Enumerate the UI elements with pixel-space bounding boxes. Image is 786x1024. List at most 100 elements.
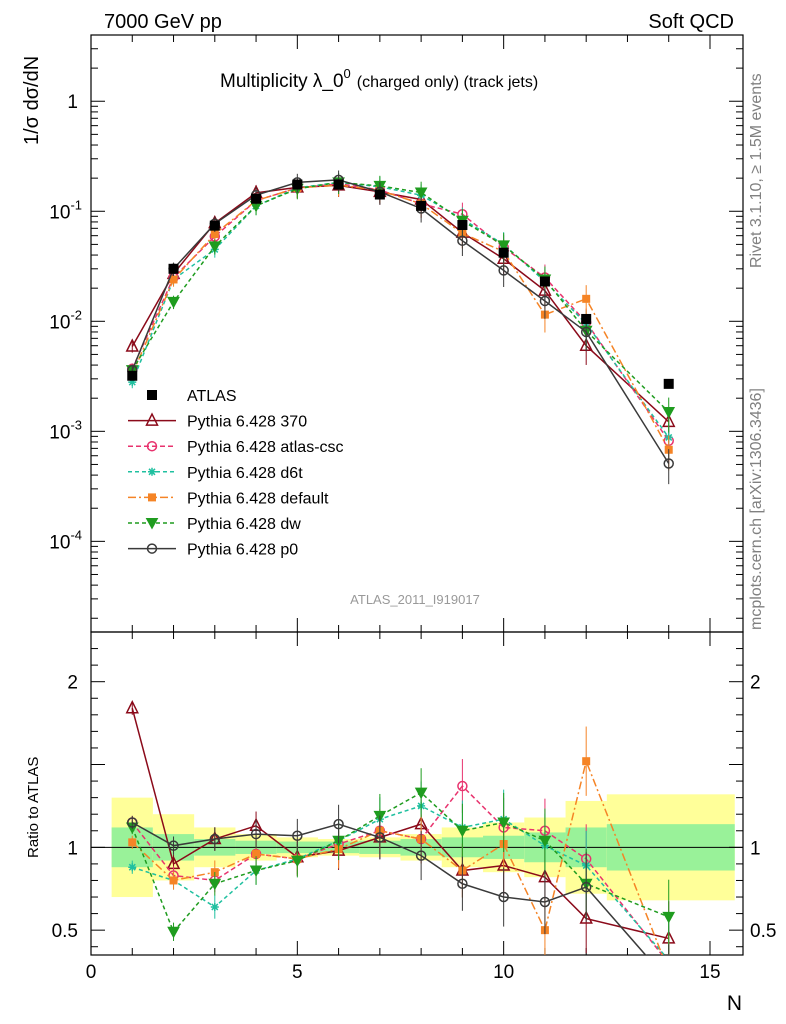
series-ratio-point [209, 833, 221, 845]
legend-label: Pythia 6.428 atlas-csc [187, 439, 344, 456]
legend-marker [146, 543, 158, 554]
series-point [128, 378, 137, 387]
x-tick-label: 0 [86, 962, 97, 983]
legend-marker [148, 493, 156, 502]
series-ratio-point [580, 881, 592, 893]
atlas-data-point [498, 247, 509, 258]
series-ratio-point [456, 825, 469, 838]
series-5-ratio [127, 804, 670, 955]
legend-marker [147, 390, 157, 400]
series-ratio-point [168, 840, 179, 851]
legend-entry: ATLAS [147, 388, 237, 405]
series-ratio-point [333, 818, 344, 830]
y-tick-label: 1 [67, 92, 78, 113]
series-ratio-point [497, 817, 511, 830]
atlas-data-point [127, 370, 138, 381]
series-ratio-point [665, 968, 673, 976]
atlas-data-point [457, 220, 468, 231]
series-ratio-point [457, 878, 468, 890]
chart-title: Multiplicity λ_00(charged only) (track j… [220, 66, 538, 92]
legend-entry: Pythia 6.428 d6t [128, 465, 303, 482]
y-tick-label: 10-4 [49, 527, 82, 553]
series-point [125, 338, 139, 352]
series-point [580, 326, 592, 338]
analysis-label: ATLAS_2011_I919017 [350, 592, 480, 607]
atlas-data-point [663, 378, 674, 389]
legend-marker [146, 440, 158, 452]
legend-entry: Pythia 6.428 atlas-csc [128, 439, 344, 456]
x-tick-label: 10 [493, 962, 514, 983]
atlas-data-point [416, 200, 427, 211]
legend-label: Pythia 6.428 p0 [187, 542, 298, 559]
atlas-data-point [209, 220, 220, 231]
ratio-panel-frame [90, 631, 744, 956]
atlas-data-point [374, 189, 385, 200]
legend-label: Pythia 6.428 370 [187, 414, 307, 431]
y-axis-label: 1/σ dσ/dN [21, 56, 43, 145]
atlas-data-point [251, 193, 262, 204]
legend: ATLAS Pythia 6.428 370 Pythia 6.428 atlas-… [128, 388, 344, 559]
series-ratio-point [579, 910, 593, 924]
header-right: Soft QCD [648, 11, 734, 33]
series-ratio-point [127, 817, 138, 828]
legend-label: Pythia 6.428 dw [187, 516, 301, 533]
series-point [539, 295, 551, 307]
series-point [582, 294, 591, 303]
series-ratio-point [250, 828, 262, 840]
mcplots-label: mcplots.cern.ch [arXiv:1306.3436] [748, 388, 765, 630]
series-ratio-point [415, 850, 427, 861]
series-ratio-point [664, 959, 673, 968]
series-ratio-point [539, 896, 551, 908]
series-ratio-point [582, 757, 591, 766]
x-axis-label: N [727, 992, 742, 1015]
legend-marker [145, 518, 159, 530]
header-left: 7000 GeV pp [104, 11, 222, 33]
series-ratio-point [167, 926, 180, 939]
series-ratio-point [208, 878, 222, 891]
legend-marker [148, 467, 156, 476]
legend-entry: Pythia 6.428 370 [128, 412, 307, 431]
legend-label: Pythia 6.428 default [187, 490, 329, 507]
series-point [497, 240, 511, 252]
atlas-data [127, 179, 674, 389]
series-ratio-point [252, 849, 261, 858]
series-ratio-point [169, 876, 178, 885]
series-point [414, 187, 428, 200]
legend-entry: Pythia 6.428 p0 [128, 542, 298, 559]
series-layer [125, 170, 676, 976]
series-ratio-point [249, 865, 263, 878]
legend-marker [145, 412, 159, 426]
ratio-y-tick-label: 1 [67, 838, 78, 859]
series-ratio-point [665, 956, 673, 964]
series-ratio-point [210, 902, 219, 911]
ratio-y-tick-label: 2 [67, 673, 78, 694]
ratio-axis-label: Ratio to ATLAS [25, 757, 42, 858]
legend-entry: Pythia 6.428 dw [128, 516, 301, 533]
legend-entry: Pythia 6.428 default [128, 490, 329, 507]
series-point [457, 235, 468, 246]
series-point [169, 275, 178, 284]
series-ratio-point [128, 838, 137, 847]
series-ratio-point [125, 700, 139, 714]
x-tick-label: 5 [292, 962, 303, 983]
ratio-y-tick-label-right: 1 [750, 838, 761, 859]
ratio-y-tick-label: 0.5 [52, 921, 78, 942]
series-ratio-point [457, 780, 468, 792]
series-ratio-point [538, 835, 552, 848]
series-ratio-point [414, 787, 428, 800]
series-ratio-point [292, 830, 303, 841]
x-tick-label: 15 [699, 962, 720, 983]
series-point [498, 265, 509, 276]
ratio-y-tick-label-right: 2 [750, 673, 761, 694]
series-ratio-point [290, 855, 304, 868]
y-tick-label: 10-1 [49, 197, 82, 223]
series-ratio-point [662, 911, 676, 924]
atlas-data-point [168, 263, 179, 274]
series-ratio-point [128, 863, 137, 872]
series-point [210, 230, 219, 239]
axes: 0 5 10 15 10-4 10-3 10-2 10-1 1 0.5 0.5 1 1 2 2 [49, 34, 776, 983]
legend-label: Pythia 6.428 d6t [187, 465, 303, 482]
series-ratio-point [374, 832, 386, 843]
atlas-data-point [539, 276, 550, 287]
